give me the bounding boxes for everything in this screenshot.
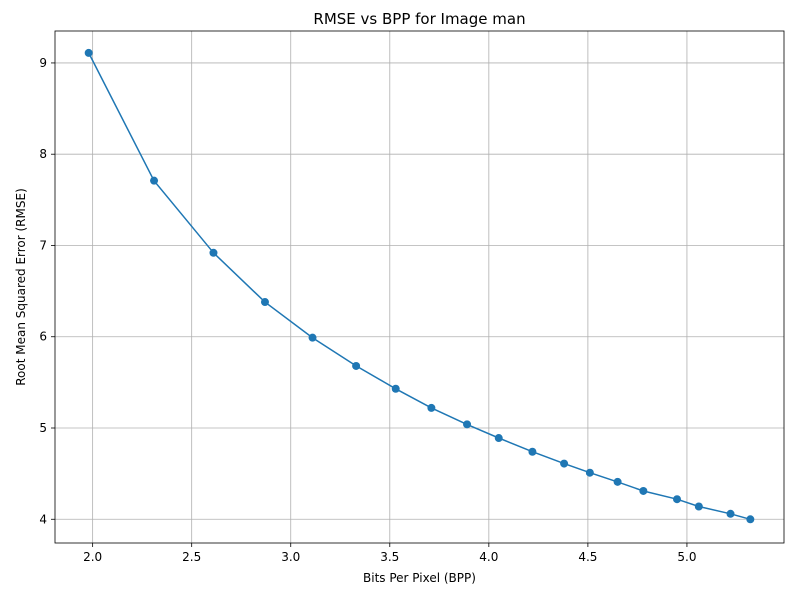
data-point — [391, 384, 400, 393]
data-point — [585, 468, 594, 477]
chart-title: RMSE vs BPP for Image man — [313, 10, 525, 28]
data-point — [352, 361, 361, 370]
x-tick-label: 4.5 — [578, 550, 597, 564]
data-point — [463, 420, 472, 429]
data-point — [726, 509, 735, 518]
y-tick-label: 7 — [39, 238, 47, 252]
y-tick-label: 8 — [39, 147, 47, 161]
x-axis-label: Bits Per Pixel (BPP) — [363, 571, 476, 585]
x-tick-label: 3.5 — [380, 550, 399, 564]
grid-lines — [55, 31, 784, 543]
data-point — [150, 176, 159, 185]
y-tick-label: 9 — [39, 56, 47, 70]
axis-ticks: 2.0 2.5 3.0 3.5 4.0 4.5 5.0 4 5 6 7 8 9 — [39, 56, 696, 564]
data-point — [639, 486, 648, 495]
data-point — [209, 248, 218, 257]
x-tick-label: 2.5 — [182, 550, 201, 564]
x-tick-label: 3.0 — [281, 550, 300, 564]
data-point — [84, 48, 93, 57]
data-point — [746, 515, 755, 524]
x-tick-label: 5.0 — [677, 550, 696, 564]
series-line — [88, 52, 751, 521]
data-point — [613, 477, 622, 486]
y-tick-label: 4 — [39, 512, 47, 526]
series-rmse — [84, 48, 755, 524]
y-tick-label: 5 — [39, 421, 47, 435]
data-point — [260, 298, 269, 307]
x-tick-label: 2.0 — [83, 550, 102, 564]
data-point — [427, 403, 436, 412]
data-point — [694, 502, 703, 511]
data-point — [560, 459, 569, 468]
data-point — [673, 495, 682, 504]
x-tick-label: 4.0 — [479, 550, 498, 564]
data-point — [528, 447, 537, 456]
y-axis-label: Root Mean Squared Error (RMSE) — [14, 188, 28, 386]
data-point — [308, 333, 317, 342]
plot-frame — [54, 30, 785, 544]
y-tick-label: 6 — [39, 330, 47, 344]
data-point — [494, 434, 503, 443]
